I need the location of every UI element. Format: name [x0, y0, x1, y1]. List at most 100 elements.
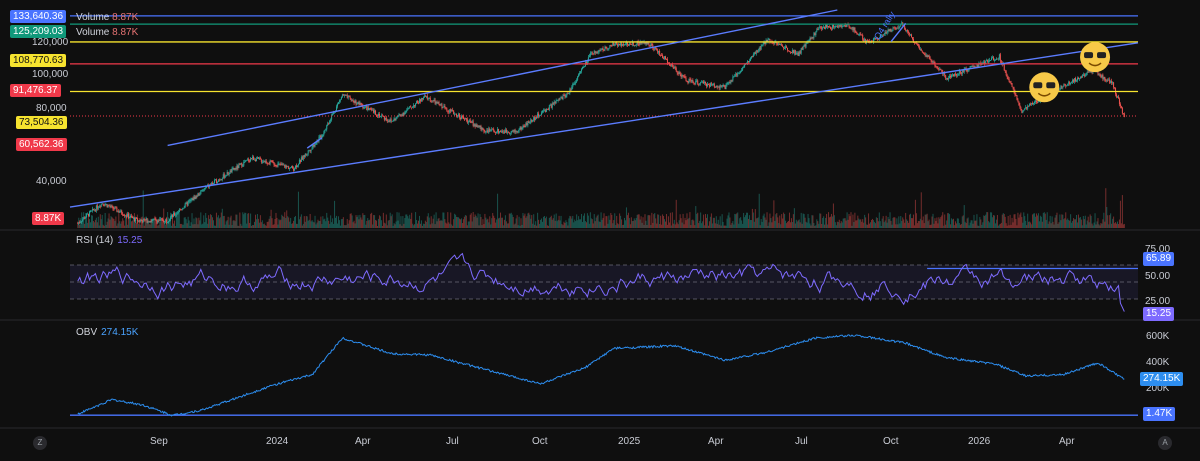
volume-bar	[206, 217, 208, 228]
candle-body	[666, 59, 668, 63]
candle-body	[780, 44, 782, 46]
candle-body	[220, 179, 222, 181]
candle-body	[649, 44, 651, 46]
candle-body	[1109, 79, 1111, 83]
volume-bar	[1118, 219, 1120, 228]
volume-bar	[357, 215, 359, 228]
candle-body	[721, 86, 723, 88]
volume-bar	[1104, 221, 1106, 228]
candle-body	[684, 76, 686, 78]
volume-bar	[964, 221, 966, 228]
candle-body	[888, 29, 890, 31]
candle-body	[602, 48, 604, 51]
volume-bar	[621, 219, 623, 228]
volume-bar	[93, 222, 95, 228]
candle-body	[426, 95, 428, 99]
candle-body	[878, 37, 880, 40]
candle-body	[371, 108, 373, 110]
candle-body	[558, 99, 560, 101]
volume-bar	[873, 221, 875, 228]
volume-bar	[1032, 214, 1034, 228]
candle-body	[1084, 74, 1086, 77]
volume-bar	[343, 225, 345, 228]
volume-bar	[829, 217, 831, 228]
volume-bar	[807, 213, 809, 228]
candle-body	[201, 189, 203, 191]
volume-bar	[1102, 219, 1104, 228]
volume-bar	[799, 222, 801, 228]
candle-body	[843, 25, 845, 26]
candle-body	[939, 69, 941, 71]
candle-body	[920, 48, 922, 51]
candle-body	[672, 66, 674, 69]
candle-body	[747, 61, 749, 62]
volume-bar	[960, 224, 962, 228]
candle-body	[204, 188, 206, 190]
emoji-smile	[1088, 62, 1102, 67]
candle-body	[682, 75, 684, 76]
candle-body	[118, 210, 120, 213]
candle-body	[440, 104, 442, 106]
candle-body	[729, 82, 731, 84]
volume-bar	[107, 218, 109, 228]
volume-bar	[521, 224, 523, 228]
volume-bar	[429, 224, 431, 228]
candle-body	[167, 222, 169, 224]
candle-body	[295, 165, 297, 168]
candle-body	[1113, 82, 1115, 88]
candle-body	[344, 94, 346, 96]
volume-bar	[313, 222, 315, 228]
candle-body	[294, 168, 296, 171]
candle-body	[726, 83, 728, 85]
candle-body	[552, 103, 554, 105]
volume-bar	[918, 220, 920, 228]
candle-body	[176, 212, 178, 214]
candle-body	[1100, 75, 1102, 78]
candle-body	[442, 107, 444, 109]
candle-body	[166, 219, 168, 223]
volume-bar	[139, 224, 141, 228]
volume-bar	[183, 217, 185, 228]
candle-body	[224, 175, 226, 178]
candle-body	[870, 40, 872, 42]
volume-bar	[149, 224, 151, 228]
candle-body	[510, 131, 512, 134]
volume-bar	[113, 218, 115, 228]
volume-bar	[99, 214, 101, 228]
volume-bar	[534, 224, 536, 228]
candle-body	[404, 112, 406, 115]
candle-body	[1014, 91, 1016, 96]
volume-bar	[552, 218, 554, 228]
volume-bar	[771, 222, 773, 228]
candle-body	[601, 48, 603, 50]
candle-body	[701, 81, 703, 83]
volume-bar	[202, 223, 204, 228]
volume-bar	[81, 212, 83, 228]
candle-body	[783, 46, 785, 49]
candle-body	[787, 47, 789, 51]
volume-bar	[1061, 214, 1063, 228]
volume-bar	[426, 216, 428, 228]
volume-bar	[134, 219, 136, 228]
auto-scale-button[interactable]: A	[1158, 436, 1172, 450]
volume-bar	[523, 215, 525, 228]
volume-bar	[950, 224, 952, 228]
volume-bar	[528, 212, 530, 228]
volume-bar	[602, 217, 604, 228]
volume-bar	[95, 217, 97, 228]
candle-body	[388, 120, 390, 122]
volume-bar	[506, 223, 508, 228]
candle-body	[229, 170, 231, 174]
volume-bar	[531, 215, 533, 228]
volume-bar	[568, 218, 570, 228]
candle-body	[1019, 105, 1021, 108]
volume-bar	[173, 220, 175, 228]
volume-bar	[163, 208, 165, 228]
zoom-toggle-button[interactable]: Z	[33, 436, 47, 450]
volume-bar	[1024, 216, 1026, 228]
candle-body	[983, 61, 985, 63]
candle-body	[1078, 78, 1080, 80]
candle-body	[522, 125, 524, 129]
candle-body	[796, 52, 798, 54]
volume-bar	[542, 216, 544, 228]
